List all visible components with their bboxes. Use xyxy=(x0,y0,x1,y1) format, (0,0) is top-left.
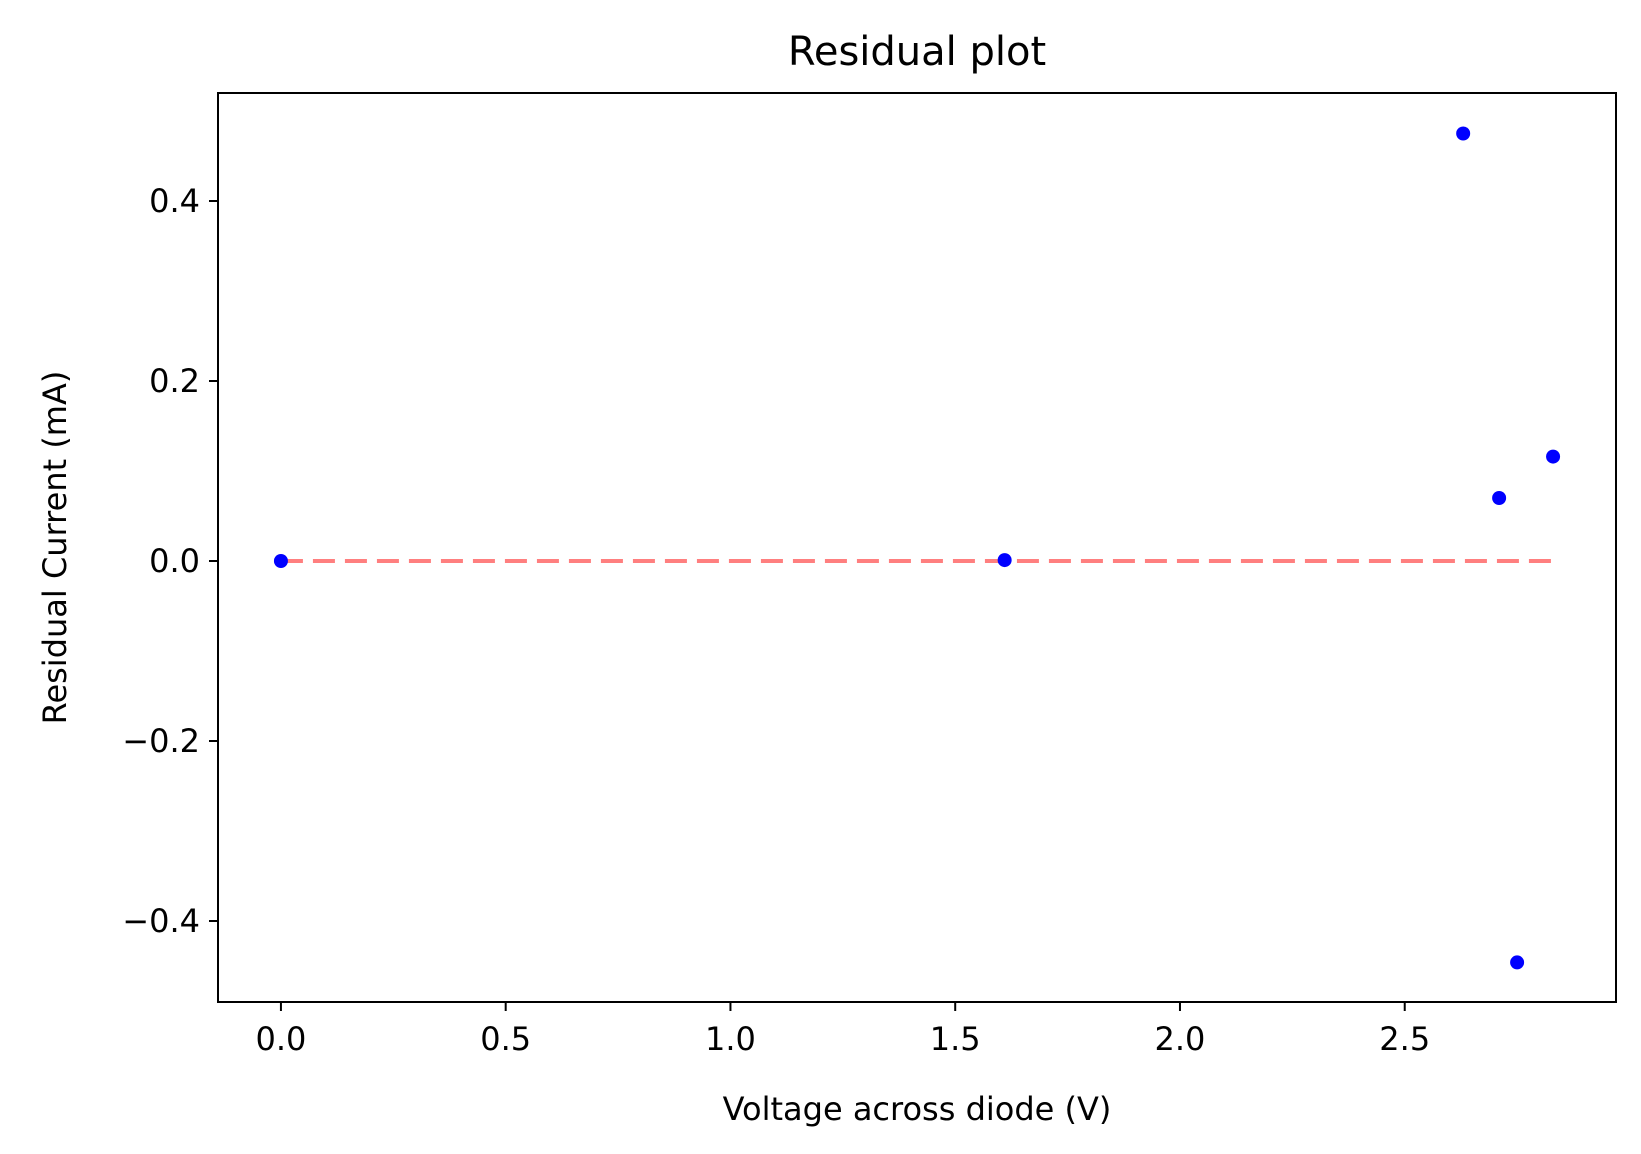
y-tick-label: 0.2 xyxy=(149,362,200,400)
x-tick-label: 1.0 xyxy=(705,1020,756,1058)
y-tick-label: 0.0 xyxy=(149,542,200,580)
x-axis-label: Voltage across diode (V) xyxy=(723,1090,1112,1128)
data-point xyxy=(1546,449,1561,464)
x-tick-label: 0.0 xyxy=(255,1020,306,1058)
x-tick-label: 2.5 xyxy=(1379,1020,1430,1058)
y-tick-label: −0.4 xyxy=(122,902,200,940)
y-axis-label: Residual Current (mA) xyxy=(36,371,74,725)
data-point xyxy=(1456,126,1471,141)
y-tick-label: −0.2 xyxy=(122,722,200,760)
x-tick-label: 0.5 xyxy=(480,1020,531,1058)
plot-frame xyxy=(217,92,1617,1003)
x-tick-label: 1.5 xyxy=(930,1020,981,1058)
data-point xyxy=(1510,955,1525,970)
data-point xyxy=(997,553,1012,568)
data-point xyxy=(273,554,288,568)
x-tick-label: 2.0 xyxy=(1155,1020,1206,1058)
y-tick-label: 0.4 xyxy=(149,182,200,220)
plot-area: 0.0 0.5 1.0 1.5 2.0 2.5 −0.4 −0.2 0.0 0.2 0.4 xyxy=(122,92,1617,1058)
chart-title: Residual plot xyxy=(788,29,1046,75)
data-point xyxy=(1492,491,1507,505)
